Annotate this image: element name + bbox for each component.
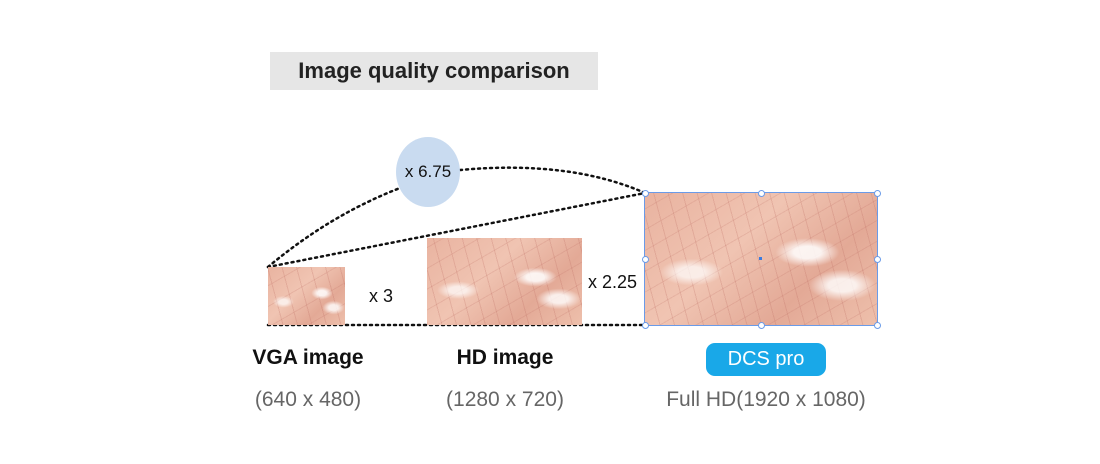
dcs-pro-badge: DCS pro xyxy=(706,343,826,376)
hd-image-sample xyxy=(427,238,582,325)
hd-to-fullhd-multiplier: x 2.25 xyxy=(588,272,638,292)
selection-handle xyxy=(642,190,649,197)
overall-multiplier: x 6.75 xyxy=(404,162,452,181)
selection-handle xyxy=(758,322,765,329)
diagram-title: Image quality comparison xyxy=(270,52,598,90)
selection-handle xyxy=(758,190,765,197)
vga-to-hd-multiplier: x 3 xyxy=(369,286,394,306)
hd-resolution: (1280 x 720) xyxy=(446,388,564,411)
arc-dotted-left xyxy=(266,186,402,269)
selection-handle xyxy=(642,322,649,329)
vga-resolution: (640 x 480) xyxy=(254,388,362,411)
fullhd-image-sample xyxy=(642,190,881,329)
overall-multiplier-bubble: x 6.75 xyxy=(396,137,460,207)
selection-handle xyxy=(642,256,649,263)
vga-image-sample xyxy=(268,267,345,325)
diagonal-dotted xyxy=(266,191,647,269)
selection-handle xyxy=(874,190,881,197)
selection-handle xyxy=(874,256,881,263)
arc-dotted-right xyxy=(458,166,647,195)
vga-label: VGA image xyxy=(252,346,364,369)
hd-label: HD image xyxy=(456,346,554,369)
selection-handle xyxy=(874,322,881,329)
fullhd-resolution: Full HD(1920 x 1080) xyxy=(666,388,866,411)
center-point xyxy=(759,257,762,260)
